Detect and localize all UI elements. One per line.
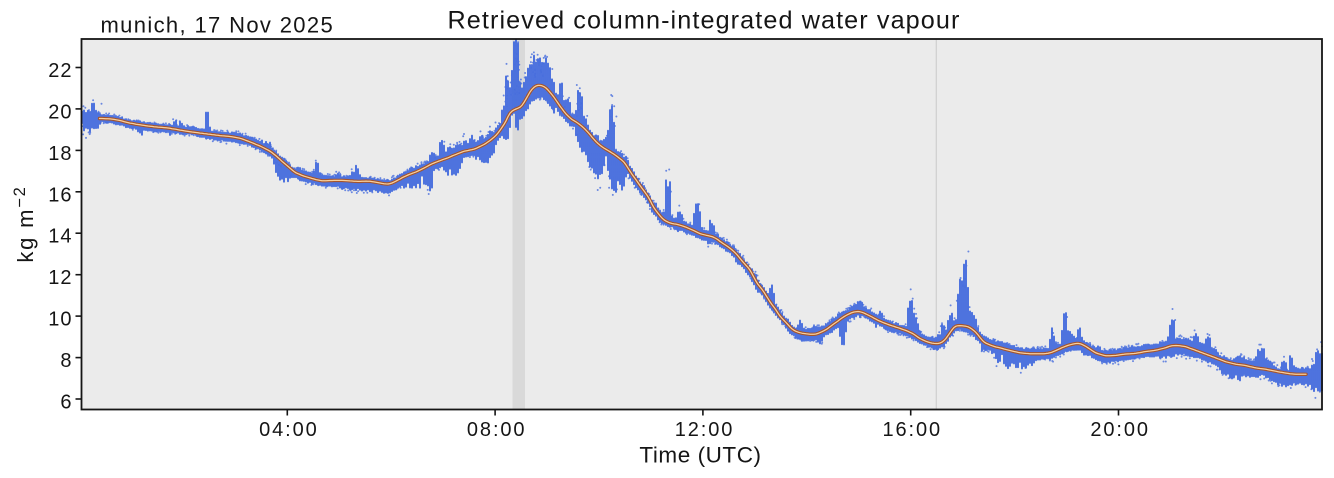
svg-text:14: 14 (48, 226, 72, 248)
svg-text:18: 18 (48, 143, 72, 165)
svg-text:22: 22 (48, 60, 72, 82)
svg-text:12: 12 (48, 267, 72, 289)
svg-text:10: 10 (48, 309, 72, 331)
svg-text:Retrieved column-integrated wa: Retrieved column-integrated water vapour (447, 7, 960, 35)
svg-text:16: 16 (48, 184, 72, 206)
svg-text:04:00: 04:00 (259, 419, 319, 441)
svg-text:6: 6 (60, 392, 72, 414)
svg-text:16:00: 16:00 (883, 419, 943, 441)
svg-text:20:00: 20:00 (1090, 419, 1150, 441)
svg-text:8: 8 (60, 350, 72, 372)
svg-text:20: 20 (48, 101, 72, 123)
svg-text:Time (UTC): Time (UTC) (639, 443, 761, 468)
svg-text:12:00: 12:00 (675, 419, 735, 441)
svg-text:08:00: 08:00 (467, 419, 527, 441)
svg-text:munich, 17 Nov 2025: munich, 17 Nov 2025 (101, 13, 335, 38)
